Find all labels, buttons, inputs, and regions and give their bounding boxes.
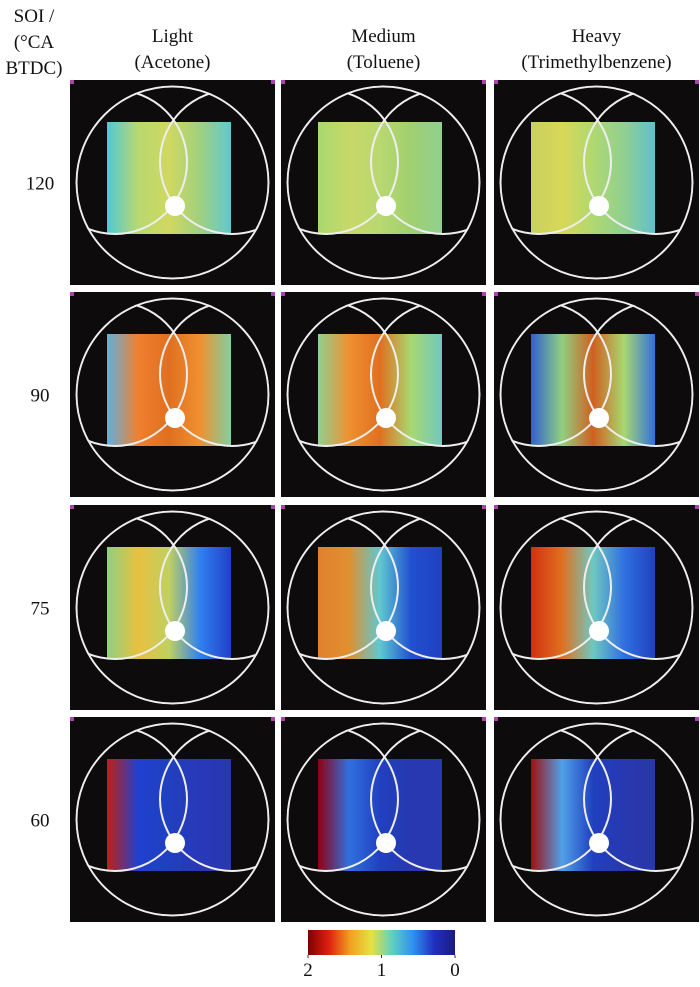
marker — [695, 292, 699, 296]
fluorescence-field — [107, 122, 231, 234]
cylinder-bore — [75, 510, 270, 705]
cylinder-bore — [286, 510, 481, 705]
row-label: 60 — [31, 811, 50, 832]
cylinder-bore — [499, 510, 694, 705]
row-label: 120 — [26, 174, 55, 195]
fluorescence-field — [531, 759, 655, 871]
spark-plug — [165, 196, 185, 216]
spark-plug — [376, 408, 396, 428]
column-title: Light — [152, 26, 194, 47]
cylinder-bore — [499, 722, 694, 917]
cylinder-bore — [286, 85, 481, 280]
marker — [482, 80, 486, 84]
marker — [281, 717, 285, 721]
colorbar-label: 0 — [450, 960, 460, 981]
spark-plug — [589, 196, 609, 216]
colorbar — [308, 930, 455, 955]
marker — [494, 292, 498, 296]
fluorescence-field — [531, 334, 655, 446]
cylinder-bore — [75, 722, 270, 917]
marker — [70, 292, 74, 296]
spark-plug — [376, 833, 396, 853]
cylinder-bore — [499, 297, 694, 492]
marker — [70, 505, 74, 509]
fluorescence-field — [107, 547, 231, 659]
column-fuel: (Acetone) — [135, 52, 211, 73]
marker — [271, 292, 275, 296]
marker — [281, 505, 285, 509]
marker — [695, 505, 699, 509]
fluorescence-field — [107, 759, 231, 871]
marker — [281, 292, 285, 296]
fluorescence-field — [318, 334, 442, 446]
row-label: 75 — [31, 599, 50, 620]
marker — [494, 80, 498, 84]
fluorescence-field — [318, 759, 442, 871]
marker — [695, 80, 699, 84]
colorbar-label: 2 — [303, 960, 313, 981]
marker — [482, 717, 486, 721]
spark-plug — [165, 408, 185, 428]
marker — [482, 292, 486, 296]
fluorescence-field — [531, 122, 655, 234]
row-header: (°CA — [14, 32, 55, 53]
cylinder-bore — [499, 85, 694, 280]
cylinder-bore — [75, 85, 270, 280]
spark-plug — [165, 833, 185, 853]
column-title: Medium — [351, 26, 416, 47]
marker — [281, 80, 285, 84]
spark-plug — [376, 621, 396, 641]
cylinder-bore — [75, 297, 270, 492]
marker — [482, 505, 486, 509]
row-header: SOI / — [14, 6, 55, 27]
row-label: 90 — [31, 386, 50, 407]
spark-plug — [589, 833, 609, 853]
fluorescence-field — [318, 122, 442, 234]
cylinder-bore — [286, 722, 481, 917]
fluorescence-field — [107, 334, 231, 446]
marker — [695, 717, 699, 721]
spark-plug — [165, 621, 185, 641]
column-fuel: (Trimethylbenzene) — [521, 52, 671, 73]
spark-plug — [589, 408, 609, 428]
marker — [271, 717, 275, 721]
spark-plug — [589, 621, 609, 641]
fluorescence-field — [531, 547, 655, 659]
marker — [70, 717, 74, 721]
column-title: Heavy — [572, 26, 622, 47]
row-header: BTDC) — [6, 58, 63, 79]
marker — [271, 80, 275, 84]
cylinder-bore — [286, 297, 481, 492]
fluorescence-field — [318, 547, 442, 659]
marker — [70, 80, 74, 84]
column-fuel: (Toluene) — [347, 52, 421, 73]
colorbar-label: 1 — [377, 960, 387, 981]
spark-plug — [376, 196, 396, 216]
marker — [494, 505, 498, 509]
marker — [494, 717, 498, 721]
marker — [271, 505, 275, 509]
